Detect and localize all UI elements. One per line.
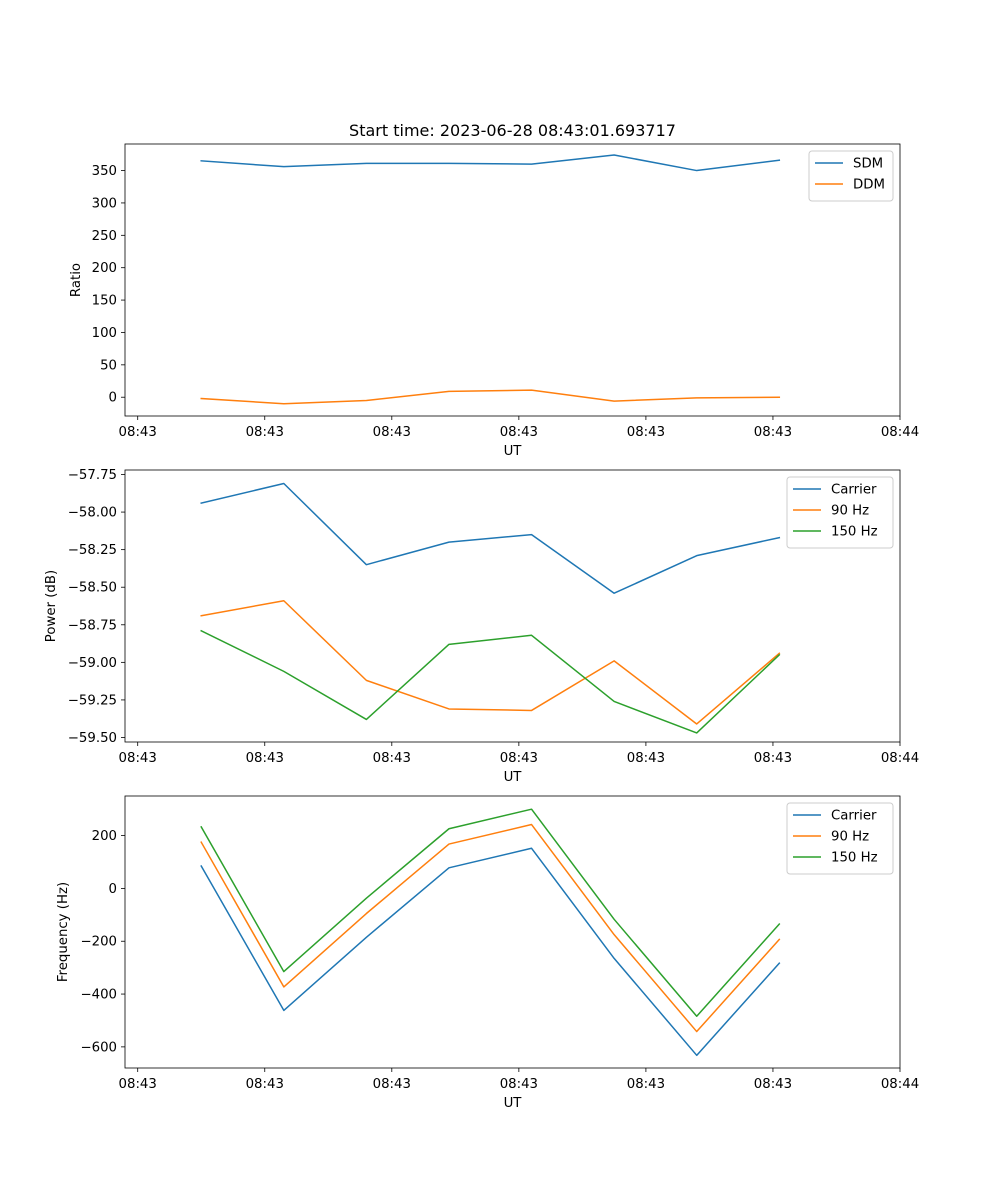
legend-label: DDM	[853, 178, 885, 193]
chart-title: Start time: 2023-06-28 08:43:01.693717	[349, 121, 676, 140]
x-tick-label: 08:43	[500, 1077, 538, 1092]
legend: SDM DDM	[808, 150, 894, 202]
x-tick-label: 08:43	[754, 751, 792, 766]
series-line-sdm	[200, 154, 781, 172]
x-tick-label: 08:43	[627, 425, 665, 440]
series-line-ddm	[200, 389, 781, 405]
x-tick-label: 08:43	[119, 425, 157, 440]
panel-3: 08:43 08:43 08:43 08:43 08:43 08:43 08:44 −600 −…	[56, 795, 919, 1111]
x-tick-label: 08:43	[246, 1077, 284, 1092]
y-tick-label: 350	[92, 164, 117, 179]
legend-label: SDM	[853, 157, 883, 172]
y-tick-label: 250	[92, 229, 117, 244]
x-tick-label: 08:43	[246, 751, 284, 766]
x-tick-label: 08:43	[754, 1077, 792, 1092]
y-tick-label: −57.75	[68, 468, 117, 483]
y-tick-label: −400	[80, 988, 117, 1003]
x-tick-label: 08:43	[119, 1077, 157, 1092]
x-tick-label: 08:44	[881, 751, 919, 766]
series-line-90-hz	[200, 823, 781, 1033]
x-tick-label: 08:43	[246, 425, 284, 440]
x-tick-label: 08:43	[373, 1077, 411, 1092]
y-tick-label: 150	[92, 294, 117, 309]
legend: Carrier 90 Hz 150 Hz	[786, 802, 894, 875]
x-tick-label: 08:43	[500, 751, 538, 766]
y-axis-label: Frequency (Hz)	[56, 882, 71, 982]
y-tick-label: 0	[109, 882, 117, 897]
legend-label: 90 Hz	[831, 504, 869, 519]
x-tick-label: 08:43	[627, 1077, 665, 1092]
x-tick-label: 08:44	[881, 425, 919, 440]
y-tick-label: 50	[100, 358, 117, 373]
x-tick-label: 08:44	[881, 1077, 919, 1092]
x-tick-label: 08:43	[627, 751, 665, 766]
y-tick-label: −59.00	[68, 656, 117, 671]
y-tick-label: 200	[92, 261, 117, 276]
legend-label: Carrier	[831, 483, 877, 498]
y-tick-label: 200	[92, 829, 117, 844]
plot-frame	[124, 143, 901, 417]
y-tick-label: −58.50	[68, 581, 117, 596]
x-axis-label: UT	[504, 1096, 523, 1111]
y-tick-label: −600	[80, 1040, 117, 1055]
series-line-90-hz	[200, 599, 781, 725]
y-axis-label: Ratio	[69, 263, 84, 297]
x-axis-label: UT	[504, 444, 523, 459]
y-tick-label: −200	[80, 935, 117, 950]
series-line-150-hz	[200, 808, 781, 1017]
y-tick-label: 0	[109, 391, 117, 406]
y-axis-label: Power (dB)	[44, 570, 59, 642]
series-line-carrier	[200, 482, 781, 594]
x-tick-label: 08:43	[119, 751, 157, 766]
plot-frame	[124, 795, 901, 1069]
legend: Carrier 90 Hz 150 Hz	[786, 476, 894, 549]
x-axis-label: UT	[504, 770, 523, 785]
x-tick-label: 08:43	[754, 425, 792, 440]
plot-frame	[124, 469, 901, 743]
y-tick-label: −59.25	[68, 693, 117, 708]
x-tick-label: 08:43	[373, 751, 411, 766]
legend-label: 150 Hz	[831, 525, 878, 540]
x-tick-label: 08:43	[500, 425, 538, 440]
legend-label: 150 Hz	[831, 851, 878, 866]
y-tick-label: −58.00	[68, 506, 117, 521]
y-tick-label: −58.25	[68, 543, 117, 558]
legend-label: Carrier	[831, 809, 877, 824]
panel-2: 08:43 08:43 08:43 08:43 08:43 08:43 08:44 −59.5…	[44, 468, 919, 785]
panel-1: 08:43 08:43 08:43 08:43 08:43 08:43 08:44 0 50 10…	[69, 143, 919, 459]
y-tick-label: −58.75	[68, 618, 117, 633]
x-tick-label: 08:43	[373, 425, 411, 440]
y-tick-label: −59.50	[68, 731, 117, 746]
series-line-150-hz	[200, 629, 781, 734]
series-line-carrier	[200, 847, 781, 1057]
y-tick-label: 100	[92, 326, 117, 341]
legend-label: 90 Hz	[831, 830, 869, 845]
y-tick-label: 300	[92, 196, 117, 211]
